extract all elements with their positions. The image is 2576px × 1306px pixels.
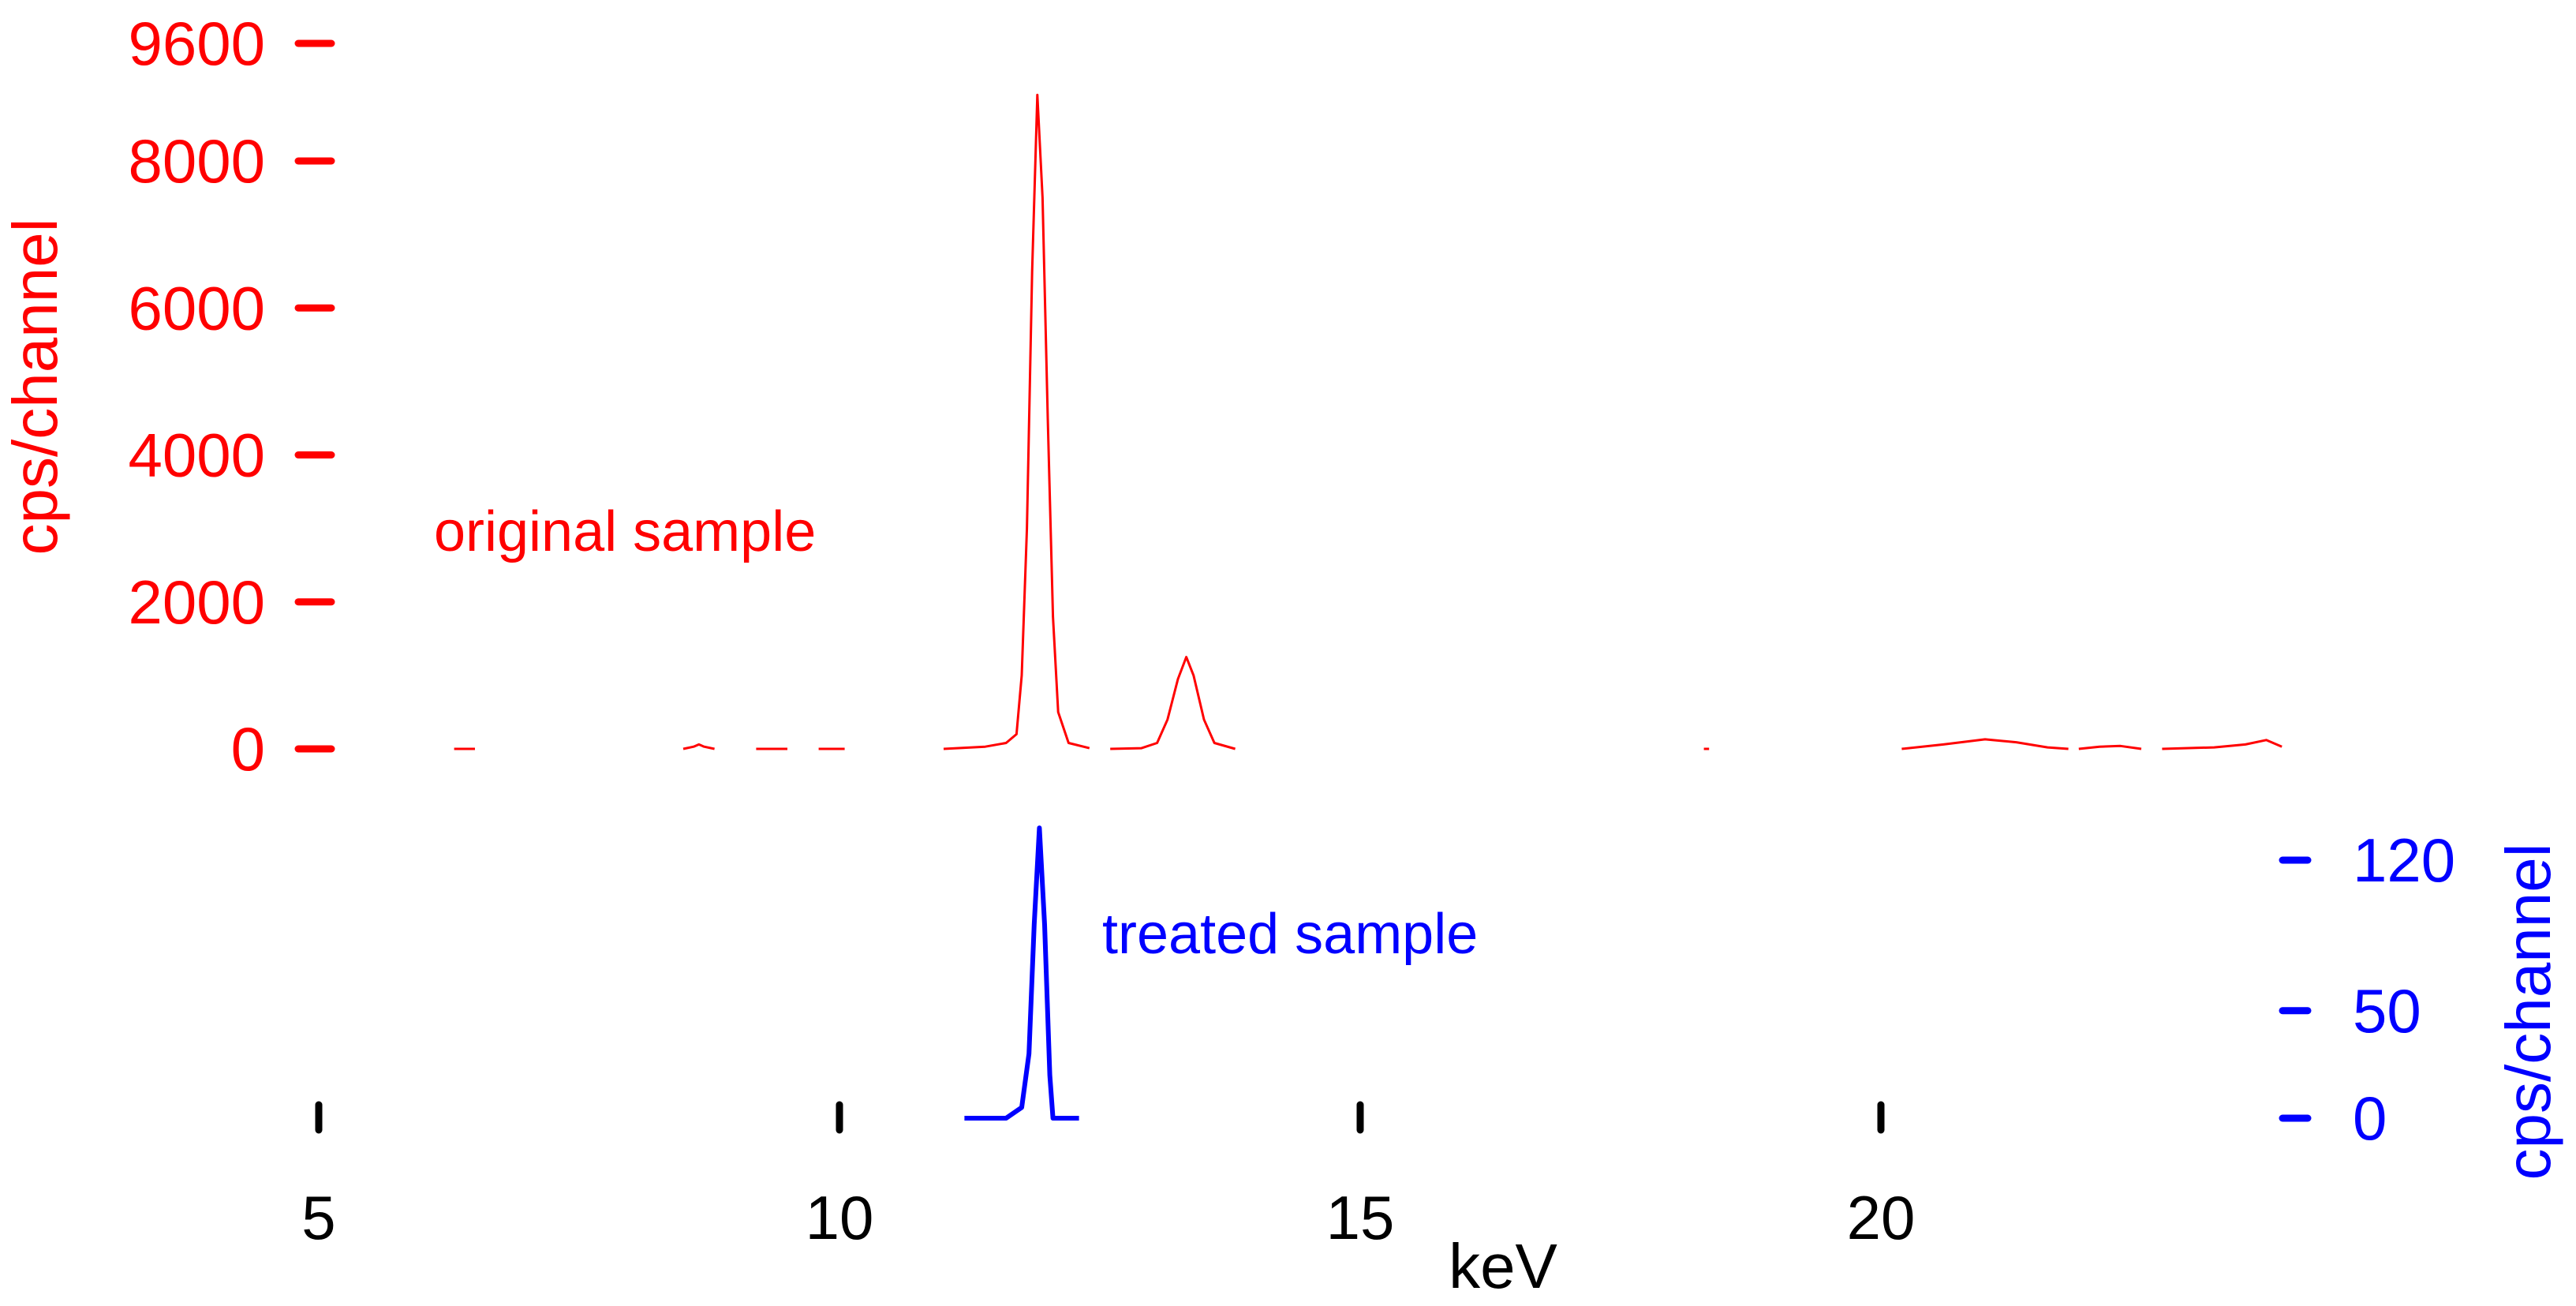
x-tick-label-5: 5 xyxy=(301,1183,335,1252)
original-sample-line-segment-8 xyxy=(2078,744,2142,750)
treated-sample-line-segment-0 xyxy=(964,825,1079,1121)
series-layer xyxy=(454,93,2283,1121)
x-axis: 5 10 15 20 xyxy=(301,1101,1916,1252)
original-sample-annotation: original sample xyxy=(434,500,816,563)
left-y-axis-title: cps/channel xyxy=(0,219,70,556)
original-sample-line-segment-4 xyxy=(943,93,1090,750)
right-y-axis-title: cps/channel xyxy=(2493,844,2563,1181)
original-sample-line-segment-1 xyxy=(682,743,715,750)
x-tick-label-15: 15 xyxy=(1326,1183,1395,1252)
right-y-tick-label-0: 0 xyxy=(2353,1083,2387,1153)
original-sample-line-segment-9 xyxy=(2162,739,2283,750)
x-tick-label-10: 10 xyxy=(806,1183,874,1252)
left-y-tick-label-4000: 4000 xyxy=(128,421,265,490)
left-y-tick-label-6000: 6000 xyxy=(128,273,265,342)
right-y-tick-label-120: 120 xyxy=(2353,825,2455,895)
original-sample-line-segment-5 xyxy=(1110,656,1236,750)
left-y-axis: 0 2000 4000 6000 8000 9600 xyxy=(128,9,335,784)
left-y-tick-label-9600: 9600 xyxy=(128,9,265,78)
x-axis-title: keV xyxy=(1449,1231,1557,1301)
original-sample-line-segment-7 xyxy=(1901,738,2069,750)
left-y-tick-label-0: 0 xyxy=(231,714,265,784)
right-y-axis: 0 50 120 xyxy=(2279,825,2455,1153)
left-y-tick-label-2000: 2000 xyxy=(128,567,265,637)
left-y-tick-label-8000: 8000 xyxy=(128,126,265,196)
x-tick-label-20: 20 xyxy=(1847,1183,1916,1252)
right-y-tick-label-50: 50 xyxy=(2353,976,2421,1046)
treated-sample-annotation: treated sample xyxy=(1102,903,1478,966)
